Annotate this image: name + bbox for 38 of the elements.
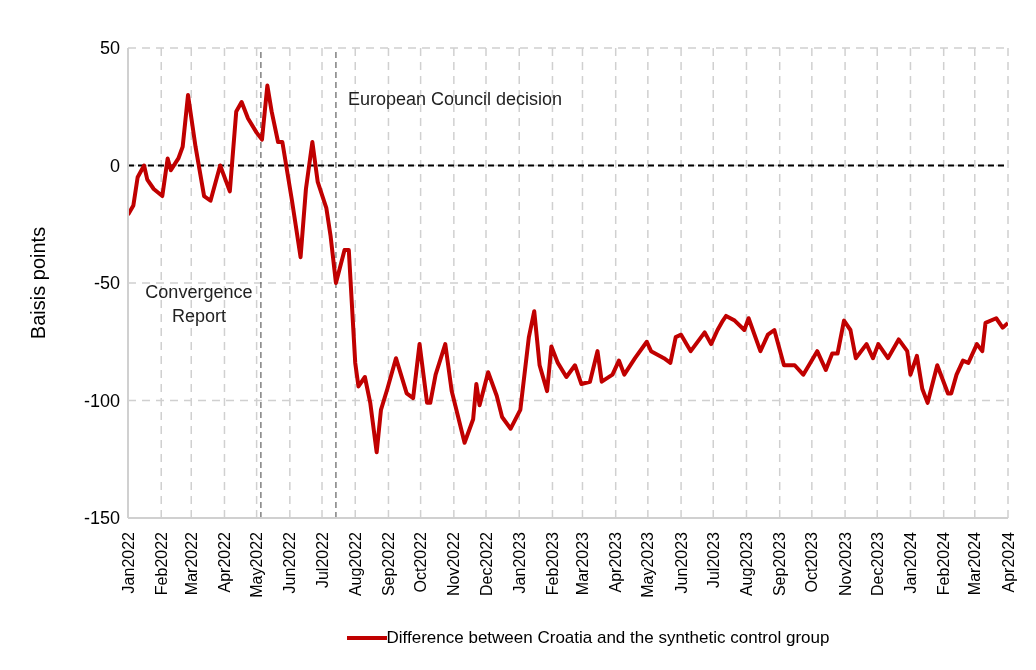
x-tick-label: Dec2023 [868, 531, 886, 597]
x-tick-label: Mar2022 [182, 531, 200, 596]
x-tick-label: Aug2022 [346, 531, 364, 597]
x-tick-label: Apr2022 [216, 531, 234, 593]
x-tick-label: Aug2023 [738, 531, 756, 597]
x-tick-label: Jun2022 [281, 531, 299, 594]
x-tick-label: May2023 [639, 531, 657, 598]
legend-label: Difference between Croatia and the synthetic control group [386, 628, 830, 648]
y-tick-label: -100 [83, 390, 120, 411]
y-axis-title: Baisis points [27, 226, 50, 340]
x-tick-label: Sep2023 [771, 531, 789, 597]
x-tick-label: Jan2022 [119, 531, 137, 594]
x-tick-label: Nov2022 [445, 531, 463, 597]
y-tick-label: 50 [99, 38, 120, 59]
x-tick-label: Jul2022 [313, 531, 331, 589]
x-tick-label: Jul2023 [704, 531, 722, 589]
x-tick-label: Jan2024 [902, 531, 920, 594]
line-series [128, 83, 1008, 455]
y-tick-label: 0 [109, 155, 120, 176]
x-tick-label: Dec2022 [477, 531, 495, 597]
x-tick-label: Oct2023 [803, 531, 821, 593]
x-tick-label: Jan2023 [510, 531, 528, 594]
x-tick-label: Feb2023 [544, 531, 562, 596]
x-tick-label: Nov2023 [836, 531, 854, 597]
x-tick-label: Mar2024 [966, 531, 984, 596]
ref-line-label: European Council decision [347, 89, 563, 109]
x-tick-label: Feb2024 [935, 531, 953, 596]
x-tick-label: Feb2022 [152, 531, 170, 596]
x-tick-label: Apr2024 [999, 531, 1017, 593]
x-tick-label: May2022 [248, 531, 266, 598]
x-tick-label: Oct2022 [412, 531, 430, 593]
y-tick-label: -150 [83, 508, 120, 529]
x-tick-label: Sep2022 [380, 531, 398, 597]
y-tick-label: -50 [93, 273, 120, 294]
x-tick-label: Mar2023 [574, 531, 592, 596]
ref-line-label: Convergence Report [145, 282, 253, 326]
x-tick-label: Apr2023 [607, 531, 625, 593]
x-tick-label: Jun2023 [672, 531, 690, 594]
